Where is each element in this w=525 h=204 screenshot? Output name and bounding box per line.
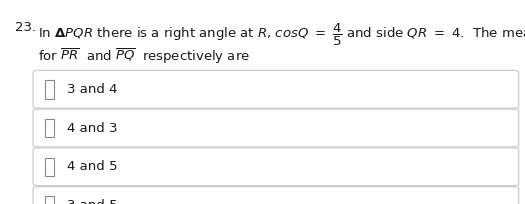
- Text: 3 and 5: 3 and 5: [67, 199, 118, 204]
- Text: 3 and 4: 3 and 4: [67, 83, 118, 96]
- Text: for $\overline{PR}$  and $\overline{PQ}$  respectively are: for $\overline{PR}$ and $\overline{PQ}$ …: [38, 47, 250, 66]
- Text: In $\mathbf{\Delta}$$\it{PQR}$ there is a right angle at $\it{R}$, $\it{cosQ}$ $: In $\mathbf{\Delta}$$\it{PQR}$ there is …: [38, 21, 525, 48]
- Text: 23.: 23.: [15, 21, 36, 34]
- Text: 4 and 3: 4 and 3: [67, 122, 118, 134]
- Text: 4 and 5: 4 and 5: [67, 160, 118, 173]
